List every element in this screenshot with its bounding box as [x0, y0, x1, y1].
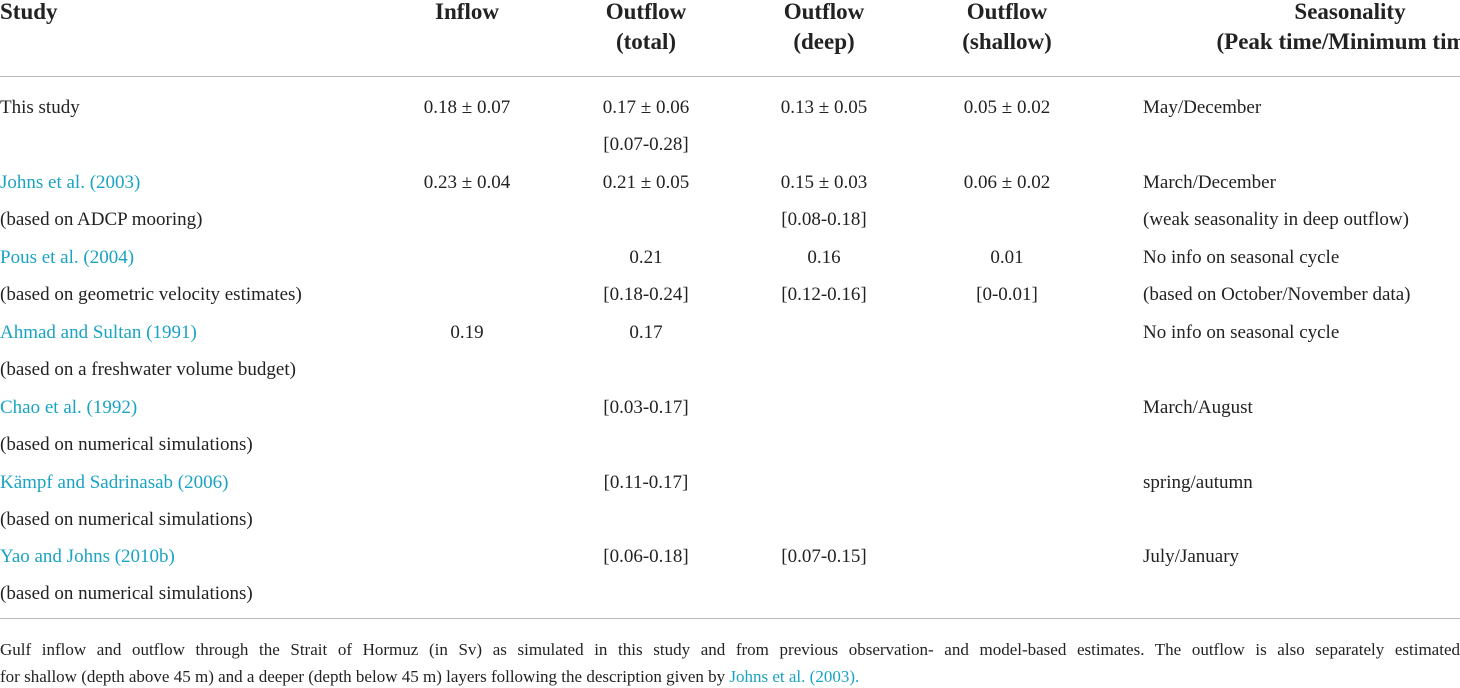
table-cell: No info on seasonal cycle	[1143, 246, 1340, 268]
table-cell: [0.11-0.17]	[603, 471, 689, 493]
table-cell: 0.21 ± 0.05	[602, 171, 690, 193]
table-cell: March/August	[1143, 396, 1253, 418]
header-cell: Study	[0, 0, 58, 24]
table-cell: 0.05 ± 0.02	[963, 97, 1051, 118]
caption-line: for shallow (depth above 45 m) and a dee…	[0, 667, 1460, 687]
study-basis: (based on numerical simulations)	[0, 433, 253, 455]
header-cell: Outflow	[605, 0, 687, 24]
header-cell: (total)	[615, 29, 677, 54]
table-cell: 0.16	[807, 246, 841, 268]
header-cell: (Peak time/Minimum time)	[1216, 29, 1460, 54]
caption-link[interactable]: Johns et al. (2003).	[729, 667, 860, 686]
study-name[interactable]: Ahmad and Sultan (1991)	[0, 321, 197, 343]
table-cell: 0.18 ± 0.07	[423, 97, 511, 118]
study-basis: (based on geometric velocity estimates)	[0, 283, 302, 305]
study-basis: (based on a freshwater volume budget)	[0, 358, 296, 380]
table-cell: 0.06 ± 0.02	[963, 171, 1051, 193]
caption-text: for shallow (depth above 45 m) and a dee…	[0, 667, 726, 686]
table-cell: 0.01	[990, 246, 1024, 268]
study-name[interactable]: Chao et al. (1992)	[0, 396, 138, 418]
table-cell: No info on seasonal cycle	[1143, 321, 1340, 343]
table-cell: (weak seasonality in deep outflow)	[1143, 208, 1409, 230]
table-cell: [0.06-0.18]	[603, 546, 689, 568]
table-cell: 0.21	[629, 246, 663, 268]
bottom-rule	[0, 618, 1460, 619]
study-name[interactable]: Kämpf and Sadrinasab (2006)	[0, 471, 229, 493]
table-cell: March/December	[1143, 171, 1276, 193]
table-cell: May/December	[1143, 97, 1262, 118]
caption-line: Gulf inflow and outflow through the Stra…	[0, 640, 1460, 659]
table-cell: [0.07-0.28]	[603, 134, 689, 155]
table-cell: (based on October/November data)	[1143, 283, 1411, 305]
table-cell: 0.19	[450, 321, 484, 343]
table-cell: 0.13 ± 0.05	[780, 97, 868, 118]
table-cell: 0.15 ± 0.03	[780, 171, 868, 193]
study-basis: (based on numerical simulations)	[0, 508, 253, 530]
header-rule	[0, 76, 1460, 77]
study-name: This study	[0, 97, 80, 118]
header-cell: (deep)	[793, 29, 855, 54]
header-cell: (shallow)	[962, 29, 1052, 54]
header-cell: Outflow	[966, 0, 1048, 24]
table-cell: [0.12-0.16]	[781, 283, 867, 305]
header-cell: Seasonality	[1294, 0, 1406, 24]
table-cell: [0.18-0.24]	[603, 283, 689, 305]
table-cell: 0.17	[629, 321, 663, 343]
study-basis: (based on numerical simulations)	[0, 583, 253, 605]
header-cell: Outflow	[783, 0, 865, 24]
study-name[interactable]: Johns et al. (2003)	[0, 171, 141, 193]
table-cell: spring/autumn	[1143, 471, 1253, 493]
table-cell: [0.07-0.15]	[781, 546, 867, 568]
table-cell: 0.23 ± 0.04	[423, 171, 511, 193]
table-cell: July/January	[1143, 546, 1240, 568]
header-cell: Inflow	[435, 0, 499, 24]
study-name[interactable]: Yao and Johns (2010b)	[0, 546, 175, 568]
table-cell: [0.03-0.17]	[603, 396, 689, 418]
study-name[interactable]: Pous et al. (2004)	[0, 246, 135, 268]
table-cell: 0.17 ± 0.06	[602, 97, 690, 118]
table-cell: [0-0.01]	[976, 283, 1038, 305]
study-basis: (based on ADCP mooring)	[0, 208, 203, 230]
table-cell: [0.08-0.18]	[781, 208, 867, 230]
